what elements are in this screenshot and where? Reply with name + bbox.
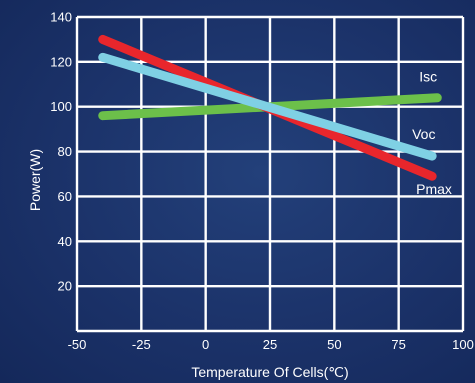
series-lines [98,34,442,181]
series-label-voc: Voc [412,126,435,142]
y-tick-label: 60 [58,189,72,204]
series-label-pmax: Pmax [416,181,452,197]
series-line-voc [98,52,437,161]
x-tick-label: 50 [327,337,341,352]
y-tick-label: 20 [58,279,72,294]
y-tick-label: 140 [50,10,72,25]
x-tick-label: 100 [452,337,474,352]
x-tick-label: -25 [132,337,151,352]
y-axis-title: Power(W) [27,149,43,211]
y-tick-label: 100 [50,99,72,114]
series-label-isc: Isc [419,69,437,85]
x-axis-title: Temperature Of Cells(℃) [191,364,348,380]
x-tick-label: -50 [68,337,87,352]
tick-labels: -50 -25 0 25 50 75 100 20 40 60 80 100 120 140 Isc Pmax… [50,10,474,353]
y-tick-label: 120 [50,54,72,69]
x-tick-label: 75 [391,337,405,352]
x-tick-label: 0 [202,337,209,352]
y-tick-label: 80 [58,144,72,159]
x-tick-label: 25 [263,337,277,352]
y-tick-label: 40 [58,234,72,249]
